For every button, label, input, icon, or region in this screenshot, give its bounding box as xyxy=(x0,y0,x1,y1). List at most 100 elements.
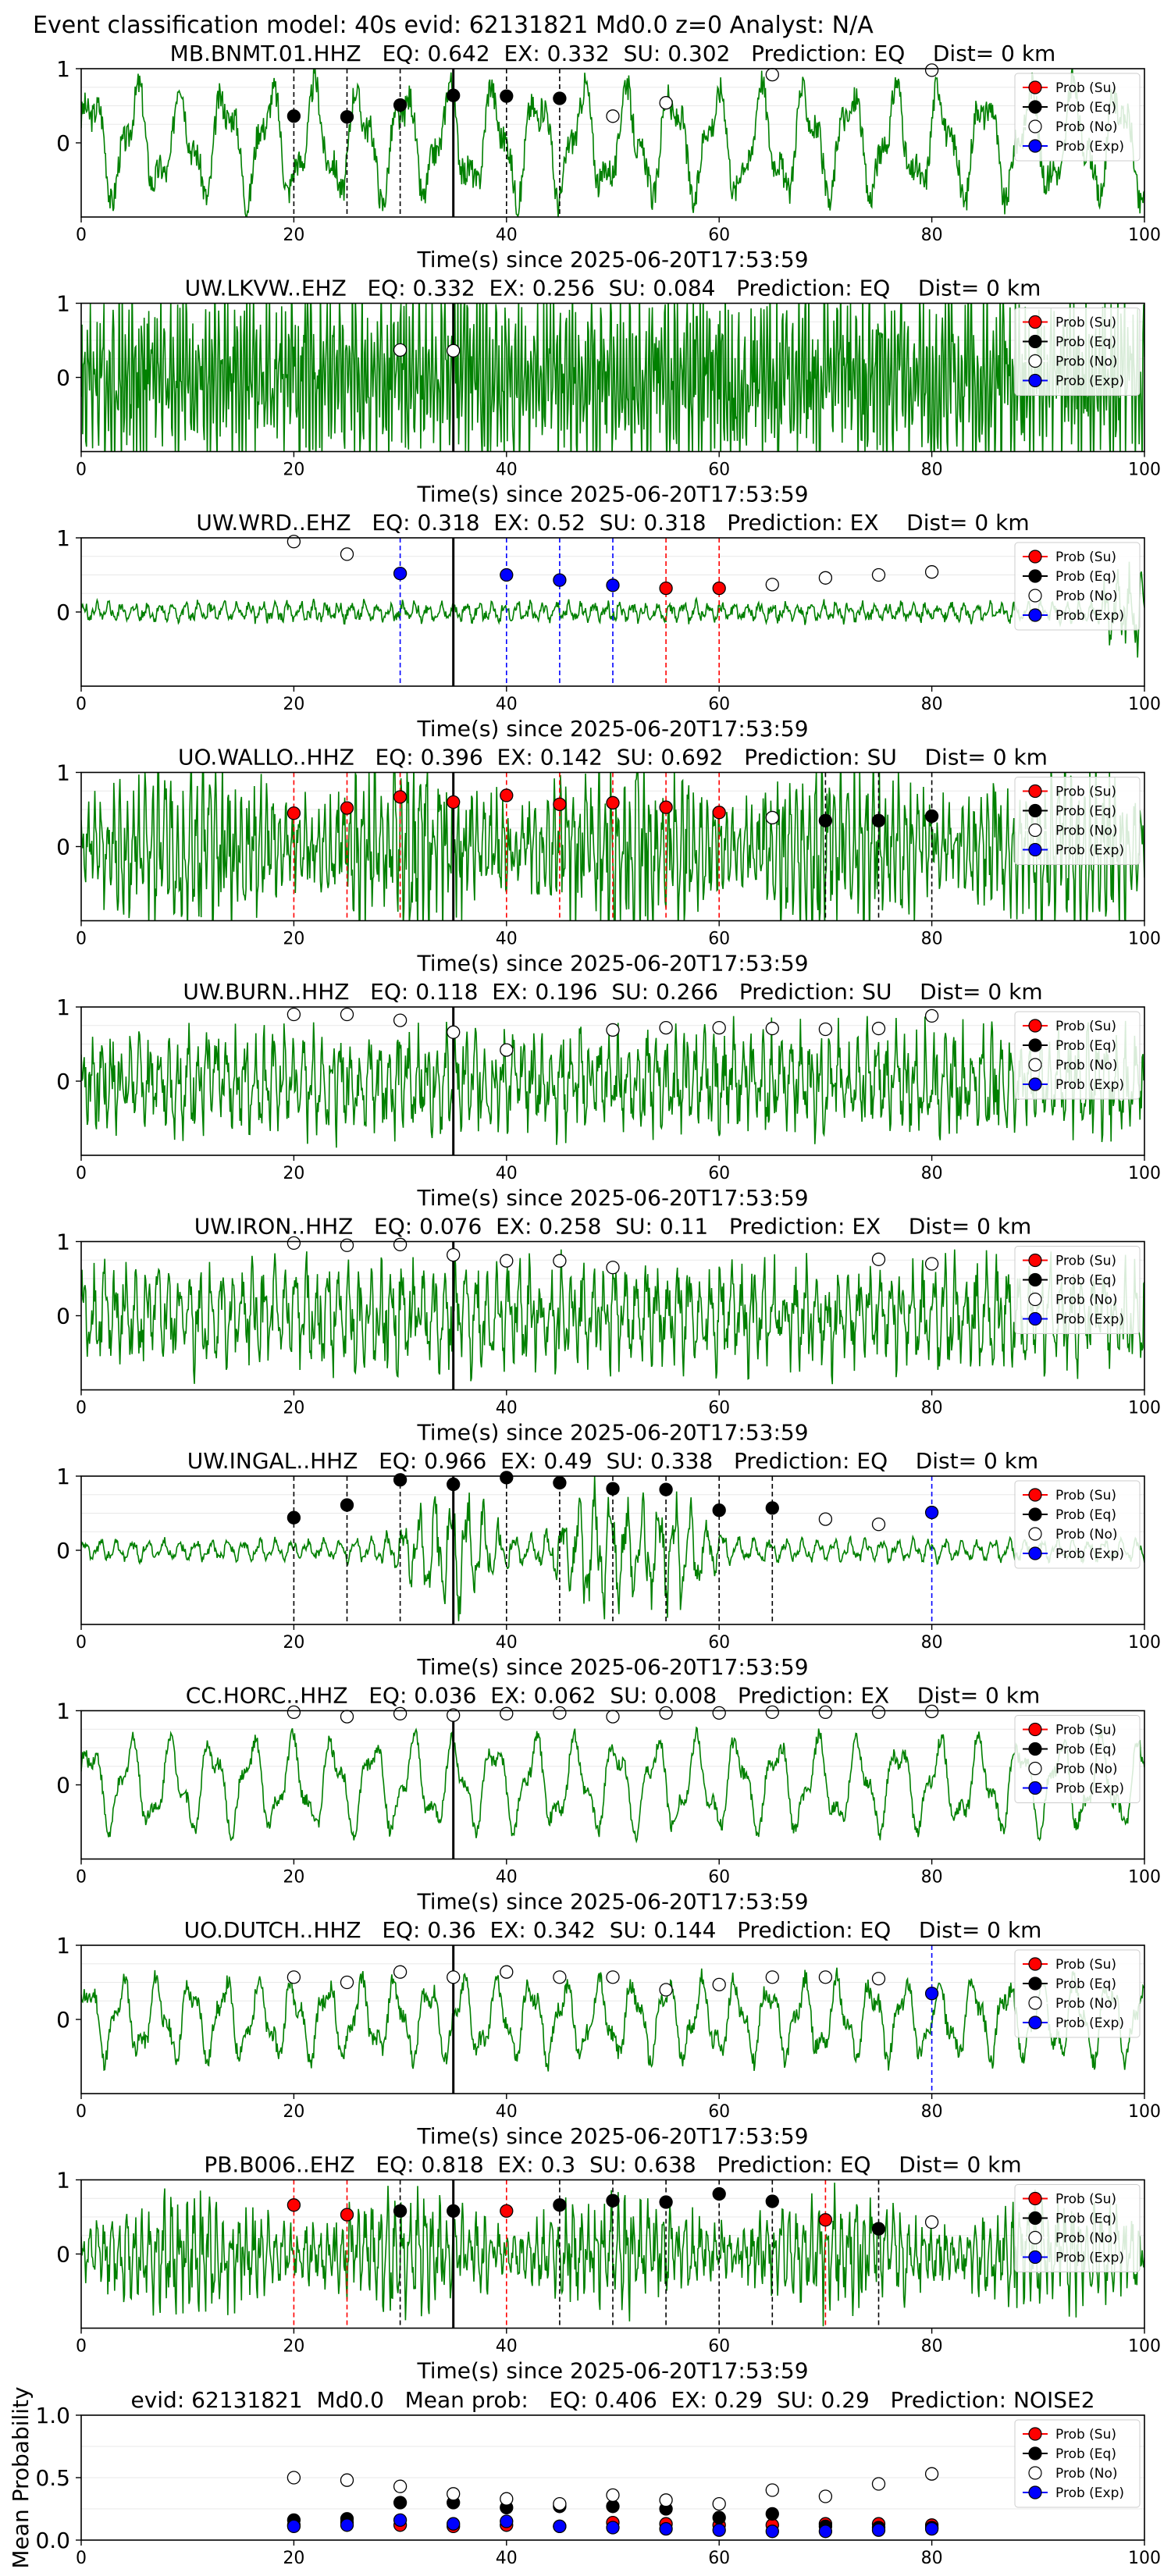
x-tick-label: 20 xyxy=(283,461,304,480)
data-point xyxy=(924,1009,939,1023)
x-tick-label: 20 xyxy=(283,2102,304,2122)
data-point xyxy=(871,1517,886,1532)
y-tick-label: 0 xyxy=(56,2007,70,2033)
legend-marker xyxy=(1028,1742,1042,1756)
x-tick-label: 80 xyxy=(921,1164,943,1183)
x-tick-label: 0 xyxy=(76,226,87,245)
legend-label: Prob (Eq) xyxy=(1055,100,1116,116)
data-point xyxy=(553,2519,567,2534)
x-axis-label: Time(s) since 2025-06-20T17:53:59 xyxy=(416,482,808,507)
legend-marker xyxy=(1028,315,1042,329)
x-tick-label: 60 xyxy=(708,226,730,245)
data-point xyxy=(393,1965,408,1979)
x-tick-label: 40 xyxy=(496,226,518,245)
chart-panel-4: 0 20 40 60 80 100 0 1 UO.WALLO..HHZ EQ: 0.396 EX… xyxy=(56,745,1161,977)
legend-label: Prob (Eq) xyxy=(1055,1038,1116,1054)
data-point xyxy=(606,578,620,592)
legend: Prob (Su) Prob (Eq) Prob (No) Prob (Exp) xyxy=(1014,2184,1141,2272)
chart-panel-8: 0 20 40 60 80 100 0 1 CC.HORC..HHZ EQ: 0.036 EX:… xyxy=(56,1683,1161,1915)
waveform-trace xyxy=(81,69,1144,217)
y-tick-label: 1 xyxy=(56,1229,70,1255)
data-point xyxy=(287,535,301,549)
legend-box xyxy=(1014,1011,1141,1100)
data-point xyxy=(287,2471,301,2485)
legend: Prob (Su) Prob (Eq) Prob (No) Prob (Exp) xyxy=(1014,1949,1141,2038)
legend: Prob (Su) Prob (Eq) Prob (No) Prob (Exp) xyxy=(1014,1480,1141,1569)
x-tick-label: 0 xyxy=(76,2337,87,2357)
data-point xyxy=(924,63,939,77)
data-point xyxy=(500,1471,514,1485)
y-tick-label: 1 xyxy=(56,1933,70,1959)
data-point xyxy=(553,1254,567,1268)
panel-title: PB.B006..EHZ EQ: 0.818 EX: 0.3 SU: 0.638… xyxy=(204,2152,1021,2178)
data-point xyxy=(606,109,620,123)
legend-box xyxy=(1014,1480,1141,1569)
data-point xyxy=(553,1706,567,1720)
data-point xyxy=(393,2496,408,2510)
x-tick-label: 100 xyxy=(1128,2549,1161,2568)
data-point xyxy=(447,2204,461,2218)
legend-box xyxy=(1014,73,1141,162)
x-axis-label: Time(s) since 2025-06-20T17:53:59 xyxy=(416,1185,808,1211)
data-point xyxy=(924,809,939,824)
panel-title: UO.DUTCH..HHZ EQ: 0.36 EX: 0.342 SU: 0.1… xyxy=(184,1917,1042,1943)
legend-label: Prob (Exp) xyxy=(1055,374,1124,390)
data-point xyxy=(393,2204,408,2218)
x-tick-label: 40 xyxy=(496,2337,518,2357)
y-tick-label: 0.0 xyxy=(35,2528,70,2553)
legend-label: Prob (Exp) xyxy=(1055,2485,1124,2501)
legend: Prob (Su) Prob (Eq) Prob (No) Prob (Exp) xyxy=(1014,1246,1141,1334)
legend: Prob (Su) Prob (Eq) Prob (No) Prob (Exp) xyxy=(1014,777,1141,865)
data-point xyxy=(818,2524,833,2539)
y-tick-label: 0 xyxy=(56,1069,70,1094)
data-point xyxy=(606,1261,620,1275)
data-point xyxy=(447,2517,461,2531)
legend-marker xyxy=(1028,1722,1042,1737)
data-point xyxy=(340,2473,354,2487)
x-tick-label: 80 xyxy=(921,2102,943,2122)
x-axis-label: Time(s) since 2025-06-20T17:53:59 xyxy=(416,1654,808,1680)
legend: Prob (Su) Prob (Eq) Prob (No) Prob (Exp) xyxy=(1014,1011,1141,1100)
y-tick-label: 0 xyxy=(56,834,70,860)
legend-marker xyxy=(1028,1781,1042,1795)
legend-marker xyxy=(1028,1058,1042,1072)
y-tick-label: 0.5 xyxy=(35,2465,70,2491)
data-point xyxy=(500,2492,514,2506)
legend-marker xyxy=(1028,80,1042,94)
legend-marker xyxy=(1028,1019,1042,1033)
legend-label: Prob (Eq) xyxy=(1055,1507,1116,1523)
data-point xyxy=(871,1705,886,1720)
data-point xyxy=(765,2483,779,2497)
data-point xyxy=(287,109,301,123)
legend-label: Prob (No) xyxy=(1055,589,1118,604)
data-point xyxy=(765,2194,779,2208)
legend-label: Prob (Su) xyxy=(1055,785,1116,800)
data-point xyxy=(500,89,514,103)
legend-marker xyxy=(1028,373,1042,388)
data-point xyxy=(287,1705,301,1720)
x-tick-label: 80 xyxy=(921,2549,943,2568)
legend-label: Prob (Su) xyxy=(1055,1019,1116,1034)
data-point xyxy=(553,91,567,105)
y-tick-label: 1 xyxy=(56,1699,70,1724)
x-tick-label: 60 xyxy=(708,2337,730,2357)
data-point xyxy=(818,1705,833,1720)
legend-box xyxy=(1014,2184,1141,2272)
legend-label: Prob (Eq) xyxy=(1055,1976,1116,1992)
legend-marker xyxy=(1028,2466,1042,2480)
legend-label: Prob (Exp) xyxy=(1055,2250,1124,2266)
x-tick-label: 40 xyxy=(496,1164,518,1183)
panel-title: UW.WRD..EHZ EQ: 0.318 EX: 0.52 SU: 0.318… xyxy=(196,510,1029,535)
y-tick-label: 0 xyxy=(56,600,70,625)
data-point xyxy=(871,1972,886,1986)
legend-label: Prob (No) xyxy=(1055,2466,1118,2482)
legend-box xyxy=(1014,1246,1141,1334)
data-point xyxy=(924,565,939,579)
legend-marker xyxy=(1028,1038,1042,1052)
legend-marker xyxy=(1028,608,1042,622)
data-point xyxy=(393,1473,408,1487)
x-tick-label: 100 xyxy=(1128,461,1161,480)
legend-marker xyxy=(1028,1292,1042,1307)
data-point xyxy=(659,96,673,110)
data-point xyxy=(659,2493,673,2507)
